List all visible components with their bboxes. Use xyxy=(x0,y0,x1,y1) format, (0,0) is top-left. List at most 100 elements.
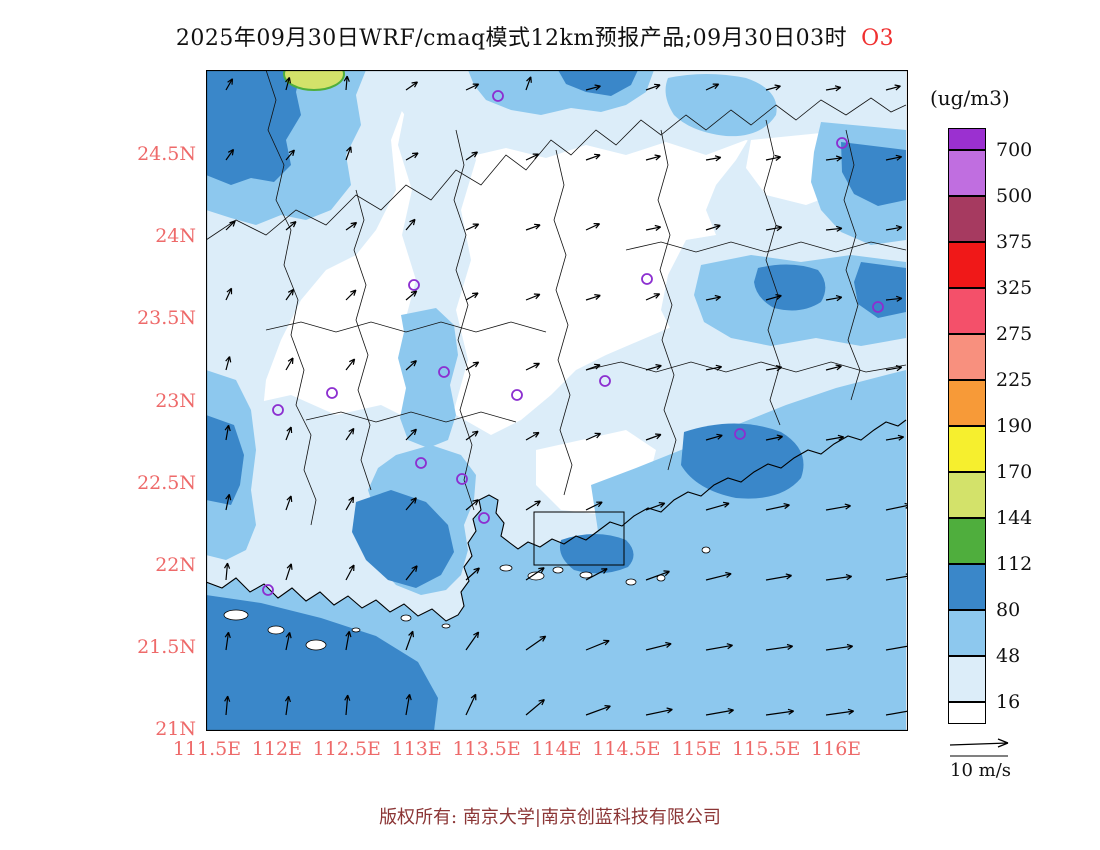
hk-domain-box xyxy=(533,511,625,566)
wind-arrow xyxy=(465,151,479,161)
wind-arrow xyxy=(585,363,601,371)
legend-label: 500 xyxy=(996,185,1033,207)
wind-arrow xyxy=(525,293,541,301)
station-marker xyxy=(478,512,490,524)
legend-box xyxy=(948,610,986,656)
legend-label: 190 xyxy=(996,415,1033,437)
wind-arrow xyxy=(405,152,419,161)
wind-arrow xyxy=(285,563,293,581)
title-species: O3 xyxy=(861,26,895,51)
legend-label: 325 xyxy=(996,277,1033,299)
wind-arrow xyxy=(885,154,903,161)
wind-arrow xyxy=(465,83,480,91)
wind-arrow xyxy=(705,155,722,162)
wind-arrow xyxy=(765,503,790,511)
wind-arrow xyxy=(525,76,532,91)
wind-arrow xyxy=(585,153,601,161)
wind-arrow xyxy=(765,434,783,441)
wind-arrow xyxy=(585,223,601,231)
wind-arrow xyxy=(285,357,294,371)
wind-arrow xyxy=(645,83,661,91)
wind-arrow xyxy=(225,287,233,301)
legend-label: 275 xyxy=(996,323,1033,345)
wind-arrow xyxy=(765,708,795,716)
wind-arrow xyxy=(825,364,842,371)
legend-box xyxy=(948,288,986,334)
wind-arrow xyxy=(465,430,479,441)
wind-arrow xyxy=(705,364,723,371)
legend-box xyxy=(948,564,986,610)
legend-label: 16 xyxy=(996,691,1021,713)
islands xyxy=(223,546,711,651)
legend-label: 48 xyxy=(996,645,1021,667)
legend-box xyxy=(948,380,986,426)
wind-arrow xyxy=(345,221,358,231)
wind-arrow xyxy=(645,224,662,231)
wind-arrow xyxy=(885,84,901,91)
wind-arrow xyxy=(345,358,356,371)
wind-arrow xyxy=(345,496,355,511)
wind-arrow xyxy=(705,571,732,581)
wind-arrow xyxy=(465,292,479,301)
lon-tick-label: 115E xyxy=(671,738,722,760)
wind-reference-arrow xyxy=(949,738,1009,757)
wind-arrow xyxy=(284,695,291,716)
province-boundaries xyxy=(205,69,907,526)
wind-arrow xyxy=(405,693,412,716)
wind-arrow xyxy=(405,565,418,581)
copyright-footer: 版权所有: 南京大学|南京创蓝科技有限公司 xyxy=(379,807,721,828)
lat-tick-label: 24N xyxy=(155,225,196,248)
wind-arrow xyxy=(405,428,417,441)
wind-arrow xyxy=(645,641,672,651)
legend-label: 170 xyxy=(996,461,1033,483)
wind-arrow xyxy=(285,149,295,161)
wind-arrow xyxy=(645,293,661,301)
forecast-map xyxy=(205,57,914,732)
wind-arrow xyxy=(405,218,416,231)
station-marker xyxy=(641,273,653,285)
wind-arrow xyxy=(224,631,231,651)
wind-arrow xyxy=(224,424,231,441)
legend-unit-label: (ug/m3) xyxy=(930,86,1010,110)
wind-arrow xyxy=(825,574,853,581)
legend-box xyxy=(948,128,986,150)
title-text: 2025年09月30日WRF/cmaq模式12km预报产品;09月30日03时 xyxy=(175,26,848,51)
legend-box xyxy=(948,426,986,472)
wind-arrow xyxy=(645,364,662,371)
wind-arrow xyxy=(765,84,781,91)
wind-arrow xyxy=(285,495,293,511)
wind-arrow xyxy=(585,705,611,716)
wind-arrow xyxy=(705,501,730,511)
station-marker xyxy=(836,137,848,149)
wind-arrow xyxy=(345,427,355,441)
wind-arrow xyxy=(705,294,722,301)
legend-box xyxy=(948,196,986,242)
wind-arrow xyxy=(885,295,903,302)
legend-label: 225 xyxy=(996,369,1033,391)
wind-arrow xyxy=(765,225,783,232)
wind-arrow xyxy=(225,493,232,511)
wind-arrow xyxy=(765,573,792,581)
lon-tick-label: 111.5E xyxy=(172,738,242,760)
wind-arrow xyxy=(645,154,661,161)
wind-arrow xyxy=(225,356,232,371)
wind-arrow xyxy=(225,78,234,91)
wind-arrow xyxy=(585,294,601,301)
legend-label: 112 xyxy=(996,553,1033,575)
station-marker xyxy=(511,389,523,401)
wind-arrow xyxy=(223,562,231,581)
wind-arrow xyxy=(765,365,783,372)
wind-arrow xyxy=(525,500,541,511)
lat-tick-label: 21N xyxy=(155,718,196,741)
lon-tick-label: 112E xyxy=(251,738,302,760)
station-marker xyxy=(599,375,611,387)
station-marker xyxy=(734,428,746,440)
station-marker xyxy=(438,366,450,378)
lat-tick-label: 23.5N xyxy=(137,307,196,330)
station-markers xyxy=(262,90,884,596)
legend-box xyxy=(948,472,986,518)
wind-arrow xyxy=(465,223,480,231)
wind-arrow xyxy=(405,630,414,651)
lat-tick-label: 22.5N xyxy=(137,471,196,494)
